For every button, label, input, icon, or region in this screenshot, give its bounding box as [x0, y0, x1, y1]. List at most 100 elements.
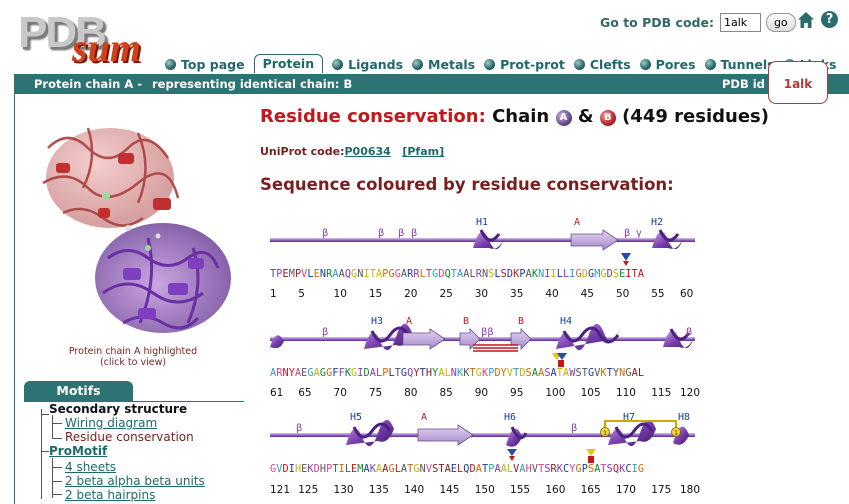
- tree-sheets-link[interactable]: 4 sheets: [65, 460, 117, 474]
- sse-label-b: B: [518, 316, 524, 327]
- residue-letter: D: [438, 269, 445, 280]
- help-icon[interactable]: ?: [821, 11, 838, 28]
- residue-letter: S: [525, 368, 532, 379]
- residue-letter: A: [531, 368, 539, 379]
- coil-tube: [270, 337, 695, 341]
- residue-letter: Y: [288, 368, 295, 379]
- tab-ligands[interactable]: Ligands: [332, 57, 403, 72]
- tree-line: [52, 458, 53, 498]
- residue-letter: L: [444, 368, 451, 379]
- residue-letter: F: [332, 368, 339, 379]
- residue-letter: Y: [569, 464, 576, 475]
- residue-letter: Q: [444, 269, 451, 280]
- residue-letter: L: [388, 368, 395, 379]
- residue-letter: C: [563, 464, 570, 475]
- residue-letter: H: [525, 464, 532, 475]
- active-site-marker: [586, 449, 596, 463]
- protein-structure-image[interactable]: [28, 108, 233, 344]
- residue-letter: D: [519, 368, 526, 379]
- residue-letter: N: [481, 269, 489, 280]
- tree-hairpins-link[interactable]: 2 beta hairpins: [65, 488, 156, 502]
- tree-wiring-diagram-link[interactable]: Wiring diagram: [65, 416, 158, 430]
- residue-letter: V: [594, 368, 601, 379]
- residue-letter: P: [488, 464, 495, 475]
- tab-protein[interactable]: Protein: [253, 53, 324, 73]
- residue-letter: G: [351, 269, 358, 280]
- residue-letter: A: [338, 269, 345, 280]
- bridge-number: 1: [603, 429, 607, 437]
- tree-line: [41, 451, 49, 452]
- residue-letter: A: [294, 368, 302, 379]
- residue-letter: N: [619, 368, 626, 379]
- residue-number: 110: [615, 387, 636, 399]
- residue-letter: M: [594, 269, 601, 280]
- residue-number: 60: [680, 288, 694, 300]
- residue-letter: I: [625, 269, 632, 280]
- residue-letter: K: [369, 464, 376, 475]
- residue-letter: G: [326, 368, 333, 379]
- go-button[interactable]: go: [765, 12, 796, 32]
- residue-numbers-row-1: 1 5 10 15 20 25 30 35 40 45 50 55 60: [270, 288, 695, 302]
- tab-label: Prot-prot: [500, 56, 565, 72]
- residue-number: 125: [298, 484, 319, 496]
- uniprot-link[interactable]: P00634: [344, 145, 391, 158]
- residue-number: 170: [615, 484, 636, 496]
- residue-letter: G: [575, 269, 582, 280]
- residue-number: 35: [510, 288, 524, 300]
- tree-line: [41, 414, 49, 415]
- residue-number: 100: [545, 387, 566, 399]
- residue-numbers-row-3: 121 125 130 135 140 145 150 155 160 165 170 175 180: [270, 484, 700, 498]
- residue-number: 175: [651, 484, 672, 496]
- residue-letter: A: [463, 269, 470, 280]
- residue-letter: G: [587, 368, 595, 379]
- residue-letter: E: [301, 368, 308, 379]
- residue-letter: D: [282, 464, 289, 475]
- residue-letter: A: [369, 368, 376, 379]
- residue-letter: L: [419, 269, 426, 280]
- tab-prot-prot[interactable]: Prot-prot: [484, 57, 565, 72]
- residue-letter: A: [270, 368, 277, 379]
- residue-letter: P: [488, 368, 495, 379]
- residue-letter: K: [619, 464, 626, 475]
- residue-number: 20: [404, 288, 418, 300]
- residue-letter: H: [294, 464, 302, 475]
- residue-letter: L: [494, 269, 501, 280]
- pdb-code-input[interactable]: [719, 12, 761, 32]
- residue-letter: R: [413, 269, 420, 280]
- residue-letter: F: [338, 368, 345, 379]
- residue-letter: T: [481, 464, 489, 475]
- pfam-link[interactable]: [Pfam]: [402, 145, 445, 158]
- residue-letter: T: [438, 464, 445, 475]
- residue-letter: Y: [612, 368, 620, 379]
- tab-clefts[interactable]: Clefts: [573, 56, 631, 72]
- residue-letter: G: [270, 464, 277, 475]
- tab-label: Clefts: [589, 56, 631, 72]
- tab-top-page[interactable]: Top page: [165, 57, 245, 72]
- beta-turn-label: β: [322, 327, 328, 338]
- residue-number: 165: [580, 484, 601, 496]
- tree-promotif-link[interactable]: ProMotif: [49, 444, 108, 458]
- pdbsum-logo[interactable]: PDB sum: [14, 6, 164, 70]
- tab-tunnels[interactable]: Tunnels: [704, 57, 775, 72]
- residue-letter: L: [457, 464, 464, 475]
- residue-letter: P: [382, 269, 389, 280]
- beta-turn-label: β: [571, 423, 577, 434]
- residue-letter: K: [463, 368, 470, 379]
- sequence-row-2: ARNYAEGAGGFFKGIDALPLTGQYTHYALNKKTGKPDYVT…: [270, 368, 644, 379]
- residue-letter: S: [544, 368, 551, 379]
- residue-letter: V: [276, 464, 283, 475]
- residue-letter: N: [450, 368, 458, 379]
- residue-letter: N: [419, 464, 426, 475]
- residue-letter: A: [444, 464, 451, 475]
- residue-letter: T: [556, 368, 564, 379]
- pdb-id-label: PDB id: [722, 77, 765, 91]
- tab-pores[interactable]: Pores: [639, 57, 696, 72]
- home-icon[interactable]: [797, 11, 815, 29]
- residue-letter: P: [326, 464, 333, 475]
- residue-letter: S: [432, 464, 439, 475]
- tree-units-link[interactable]: 2 beta alpha beta units: [65, 474, 205, 488]
- tab-metals[interactable]: Metals: [412, 57, 475, 72]
- residue-number: 45: [580, 288, 594, 300]
- sse-label-h3: H3: [371, 316, 383, 327]
- residue-letter: I: [569, 269, 576, 280]
